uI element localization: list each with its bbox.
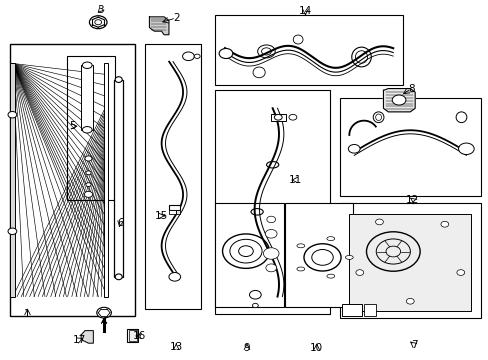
Text: 4: 4: [101, 317, 107, 327]
Circle shape: [355, 270, 363, 275]
Circle shape: [219, 49, 232, 59]
Circle shape: [249, 291, 261, 299]
Circle shape: [263, 248, 279, 259]
Circle shape: [86, 183, 91, 186]
Circle shape: [406, 298, 413, 304]
Bar: [175, 211, 179, 214]
Text: 5: 5: [69, 121, 76, 131]
Polygon shape: [383, 89, 414, 112]
Ellipse shape: [326, 237, 334, 240]
Text: 7: 7: [410, 340, 417, 350]
Text: 13: 13: [169, 342, 183, 352]
Ellipse shape: [345, 255, 352, 259]
Bar: [168, 205, 179, 211]
Bar: [339, 203, 480, 318]
Circle shape: [168, 273, 180, 281]
Circle shape: [274, 114, 282, 120]
Ellipse shape: [82, 127, 92, 133]
Text: 14: 14: [298, 6, 311, 16]
Bar: [10, 63, 15, 297]
Circle shape: [347, 144, 359, 153]
Bar: [215, 90, 329, 315]
Circle shape: [265, 264, 276, 272]
Circle shape: [8, 228, 17, 234]
Circle shape: [95, 20, 102, 25]
Bar: [144, 44, 200, 309]
Circle shape: [86, 171, 91, 175]
Circle shape: [440, 221, 448, 227]
Text: 16: 16: [133, 331, 146, 341]
Text: 1: 1: [24, 310, 31, 319]
Bar: [363, 304, 375, 316]
Bar: [103, 63, 108, 297]
Circle shape: [456, 270, 464, 275]
Text: 12: 12: [405, 195, 419, 205]
Text: 2: 2: [173, 13, 179, 23]
Circle shape: [288, 114, 296, 120]
Bar: [270, 114, 285, 121]
Text: 9: 9: [243, 343, 250, 353]
Polygon shape: [81, 330, 93, 343]
Ellipse shape: [115, 77, 122, 82]
Bar: [66, 56, 115, 200]
Bar: [114, 80, 123, 277]
Circle shape: [89, 16, 107, 29]
Bar: [285, 203, 352, 307]
Bar: [341, 304, 361, 316]
Circle shape: [375, 219, 383, 225]
Bar: [127, 329, 138, 342]
Bar: [168, 211, 175, 214]
Ellipse shape: [296, 244, 304, 248]
Bar: [10, 44, 135, 316]
Ellipse shape: [82, 62, 92, 68]
Bar: [129, 330, 137, 341]
Circle shape: [266, 216, 275, 223]
Polygon shape: [149, 17, 168, 35]
Circle shape: [8, 112, 17, 118]
Bar: [81, 65, 93, 130]
Bar: [215, 203, 283, 307]
Circle shape: [265, 229, 277, 238]
Text: 3: 3: [97, 5, 104, 15]
Text: 11: 11: [288, 175, 302, 185]
Circle shape: [85, 156, 92, 161]
Text: 6: 6: [117, 218, 123, 228]
Circle shape: [194, 54, 200, 58]
Circle shape: [458, 143, 473, 154]
Ellipse shape: [115, 274, 122, 280]
Circle shape: [391, 95, 405, 105]
Bar: [348, 214, 470, 311]
Ellipse shape: [326, 274, 334, 278]
Bar: [339, 98, 480, 196]
Circle shape: [182, 52, 194, 60]
Ellipse shape: [296, 267, 304, 271]
Text: 8: 8: [407, 84, 414, 94]
Text: 17: 17: [73, 334, 86, 345]
Circle shape: [252, 303, 258, 308]
Text: 15: 15: [155, 211, 168, 221]
Bar: [215, 15, 402, 85]
Circle shape: [97, 307, 111, 318]
Circle shape: [84, 191, 92, 197]
Text: 10: 10: [309, 343, 323, 353]
